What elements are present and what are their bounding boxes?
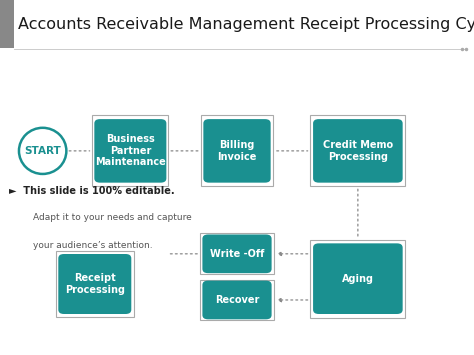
Text: START: START: [24, 146, 61, 156]
Text: Write -Off: Write -Off: [210, 249, 264, 259]
FancyBboxPatch shape: [202, 280, 272, 320]
Text: Credit Memo
Processing: Credit Memo Processing: [323, 140, 393, 162]
Text: ►  This slide is 100% editable.: ► This slide is 100% editable.: [9, 186, 175, 196]
Text: Receipt
Processing: Receipt Processing: [65, 273, 125, 295]
Ellipse shape: [19, 128, 66, 174]
FancyBboxPatch shape: [200, 280, 274, 320]
Text: Billing
Invoice: Billing Invoice: [217, 140, 257, 162]
FancyBboxPatch shape: [201, 115, 273, 186]
FancyBboxPatch shape: [202, 234, 272, 273]
Text: Business
Partner
Maintenance: Business Partner Maintenance: [95, 134, 166, 168]
Text: Accounts Receivable Management Receipt Processing Cycle: Accounts Receivable Management Receipt P…: [18, 17, 474, 32]
FancyBboxPatch shape: [203, 119, 271, 183]
FancyBboxPatch shape: [200, 234, 274, 274]
FancyBboxPatch shape: [313, 244, 402, 314]
FancyBboxPatch shape: [58, 254, 131, 314]
FancyBboxPatch shape: [94, 119, 166, 183]
Text: Aging: Aging: [342, 274, 374, 284]
Text: Adapt it to your needs and capture: Adapt it to your needs and capture: [33, 213, 192, 222]
FancyBboxPatch shape: [310, 240, 405, 318]
Bar: [0, 0, 14, 48]
FancyBboxPatch shape: [56, 251, 134, 317]
FancyBboxPatch shape: [313, 119, 402, 183]
FancyBboxPatch shape: [92, 115, 168, 186]
FancyBboxPatch shape: [310, 115, 405, 186]
Text: your audience’s attention.: your audience’s attention.: [33, 241, 153, 250]
Text: Recover: Recover: [215, 295, 259, 305]
